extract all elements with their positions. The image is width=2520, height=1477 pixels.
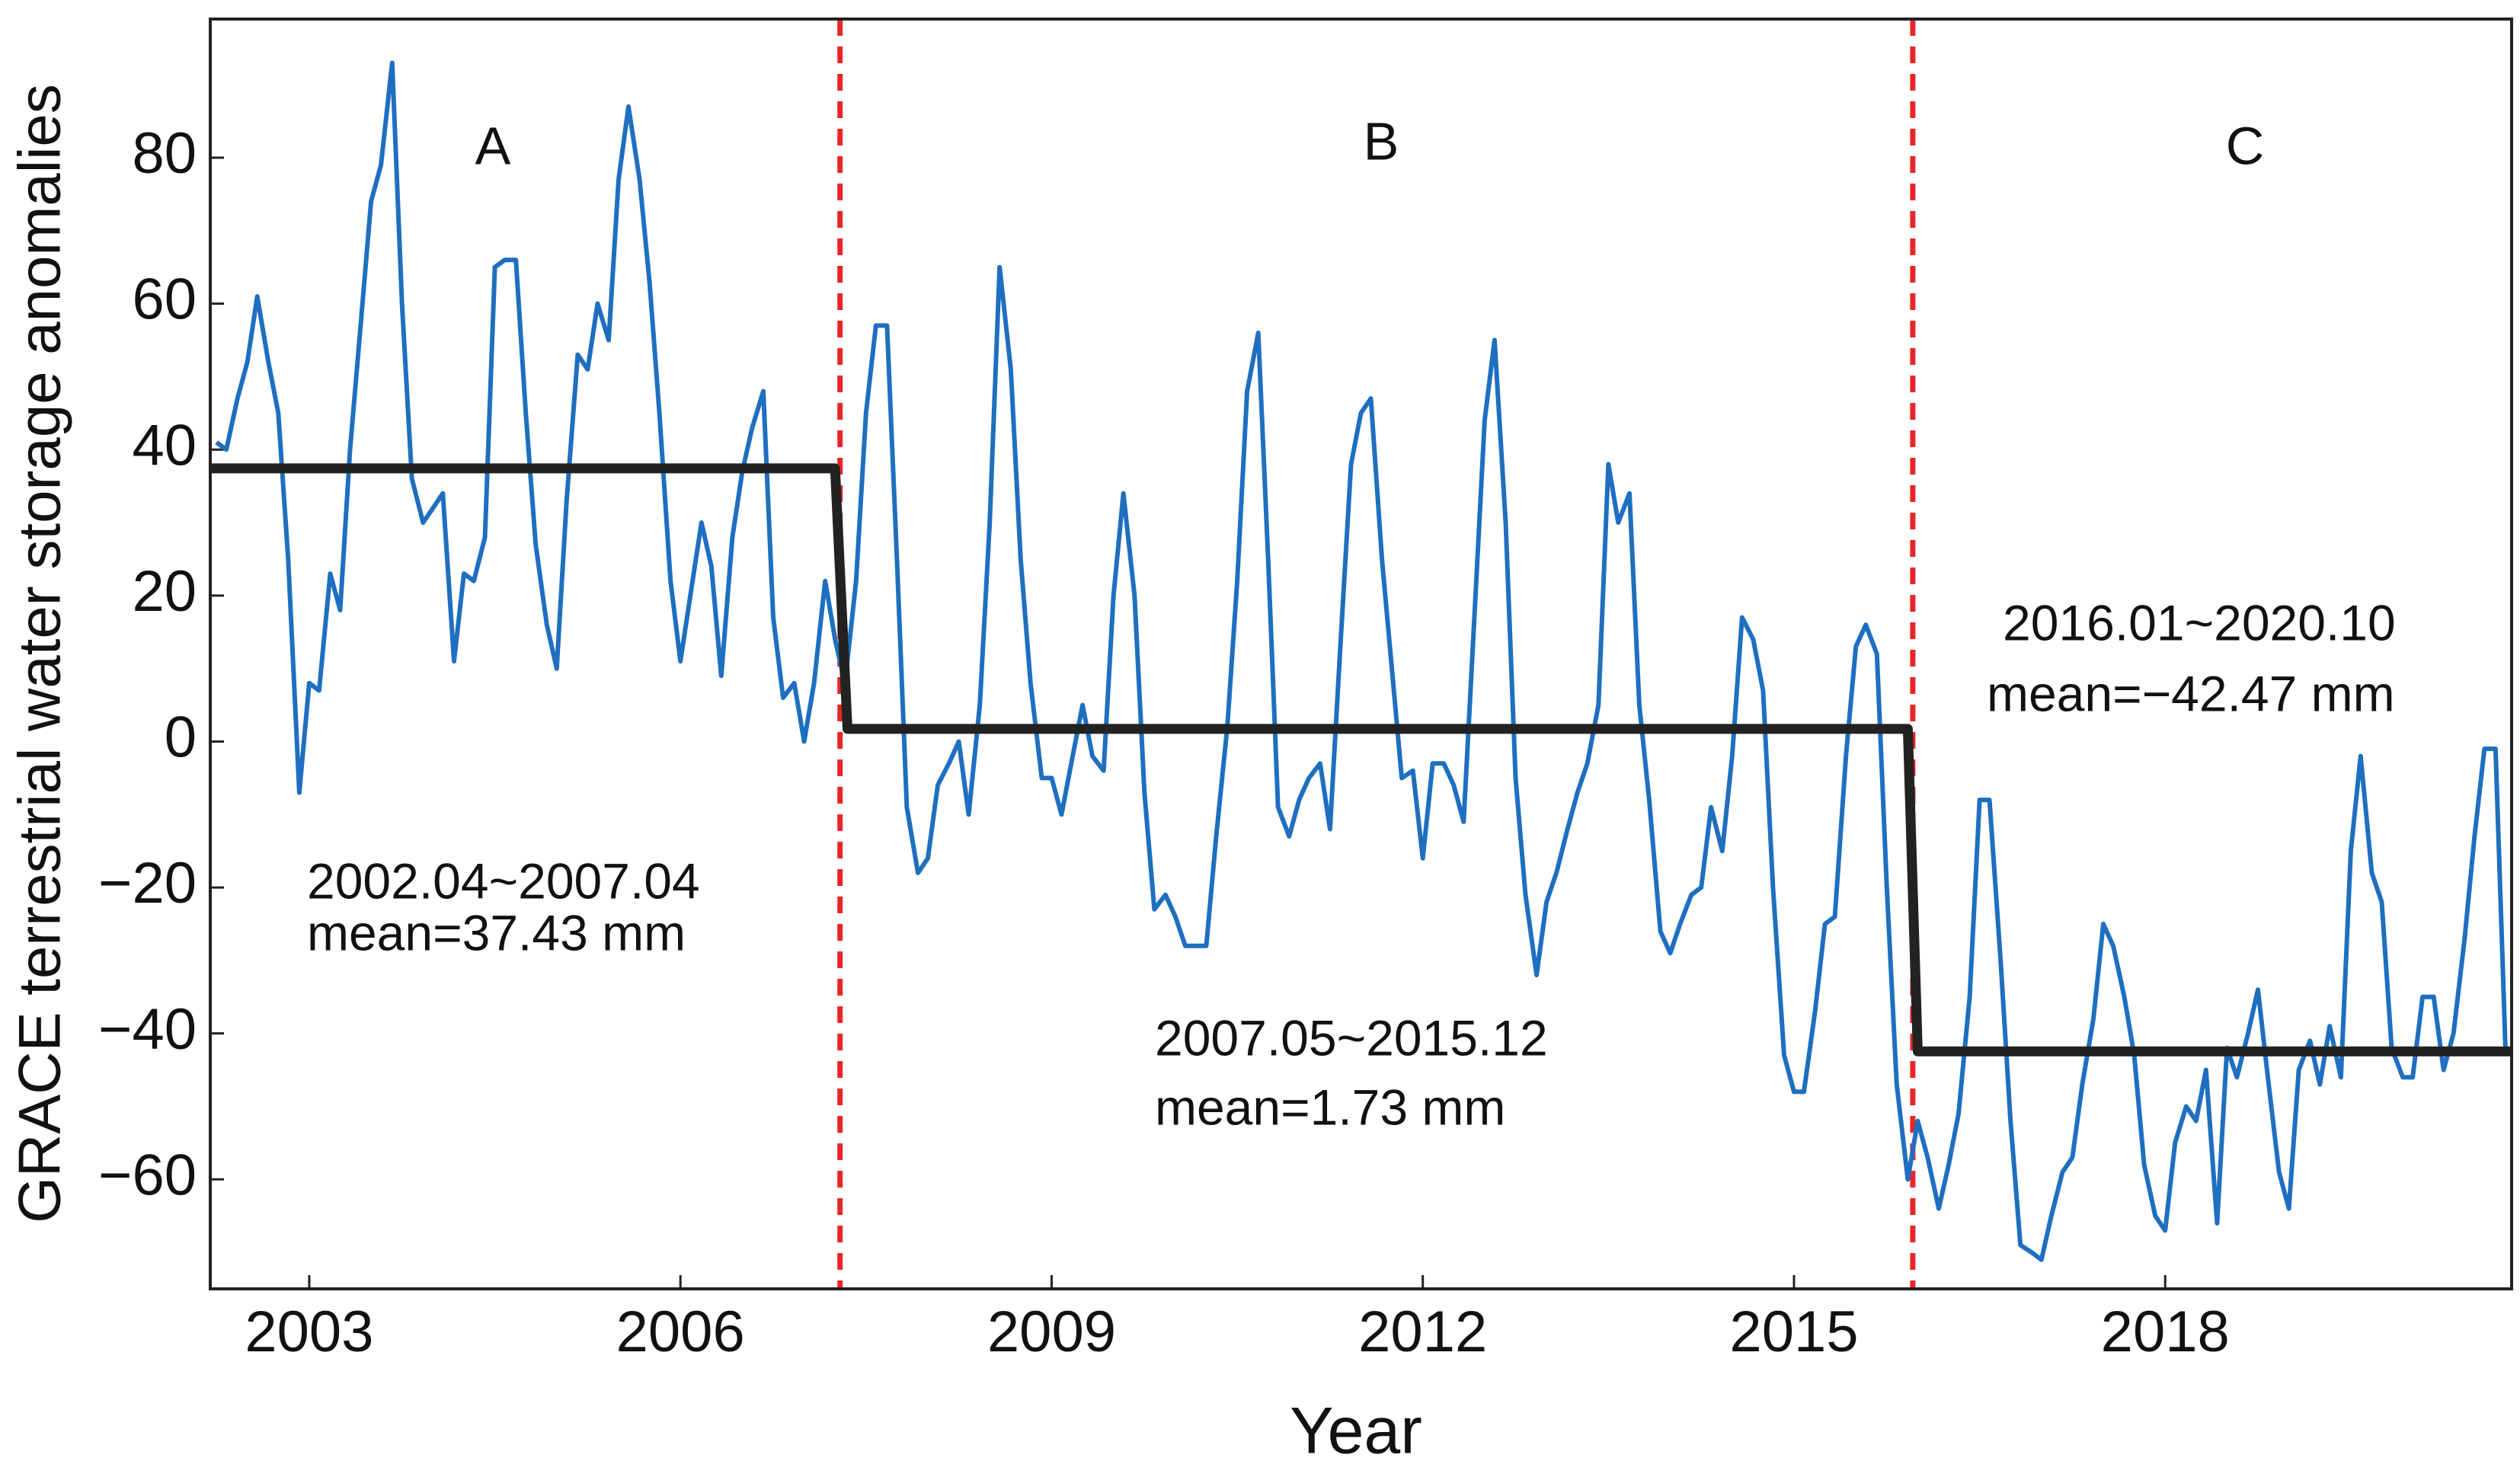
x-tick-label: 2006 <box>616 1300 745 1364</box>
y-tick-label: 80 <box>132 121 197 186</box>
x-axis-label: Year <box>1290 1395 1422 1468</box>
annotation: 2016.01~2020.10 <box>2003 594 2396 651</box>
annotation: A <box>475 116 511 175</box>
y-tick-label: 20 <box>132 559 197 624</box>
x-tick-label: 2009 <box>987 1300 1116 1364</box>
y-tick-label: 60 <box>132 267 197 332</box>
anomaly-line <box>215 60 2508 1262</box>
annotation: mean=37.43 mm <box>307 904 686 961</box>
annotation: mean=−42.47 mm <box>1987 665 2395 721</box>
plot-frame <box>209 18 2513 1290</box>
y-tick-label: 40 <box>132 413 197 478</box>
x-tick-label: 2012 <box>1358 1300 1487 1364</box>
y-tick-label: −60 <box>98 1143 197 1207</box>
x-tick-label: 2018 <box>2101 1300 2230 1364</box>
annotation: C <box>2226 116 2265 175</box>
y-axis-label: GRACE terrestrial water storage anomalie… <box>6 84 73 1223</box>
x-tick-label: 2003 <box>245 1300 373 1364</box>
x-tick-label: 2015 <box>1729 1300 1858 1364</box>
annotation: B <box>1364 111 1399 171</box>
y-tick-label: −40 <box>98 997 197 1062</box>
annotation: 2007.05~2015.12 <box>1155 1009 1548 1066</box>
mean-line <box>210 463 2512 1057</box>
annotation: mean=1.73 mm <box>1155 1079 1505 1135</box>
y-tick-label: 0 <box>165 705 197 770</box>
annotation: 2002.04~2007.04 <box>307 852 700 909</box>
y-tick-label: −20 <box>98 851 197 916</box>
